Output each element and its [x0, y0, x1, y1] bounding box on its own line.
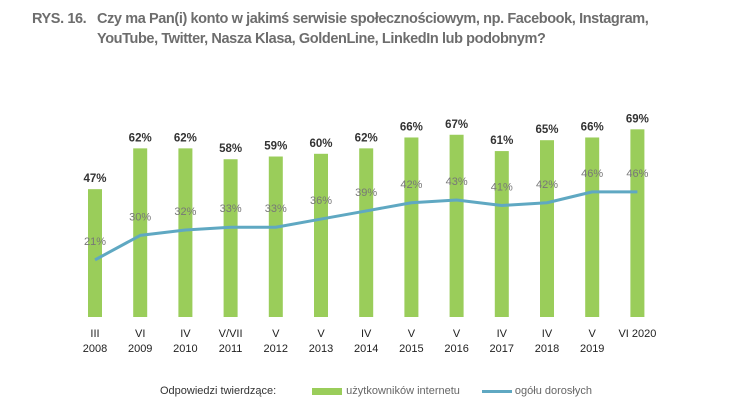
bar-value-label: 47% [83, 173, 106, 185]
x-tick-label: 2014 [354, 343, 378, 355]
x-tick-label: V [272, 328, 280, 340]
x-tick-label: 2018 [535, 343, 559, 355]
legend-title: Odpowiedzi twierdzące: [160, 385, 277, 397]
x-tick-label: 2013 [309, 343, 333, 355]
bar [449, 134, 464, 317]
x-tick-label: 2017 [490, 343, 514, 355]
line-value-label: 46% [626, 168, 648, 180]
legend-line-label: ogółu dorosłych [514, 385, 592, 397]
x-tick-label: IV [542, 328, 553, 340]
line-value-label: 32% [174, 206, 196, 218]
bar-value-label: 67% [445, 119, 468, 131]
bar [540, 140, 554, 317]
x-tick-label: V/VII [219, 328, 243, 340]
bar-value-label: 62% [129, 132, 152, 144]
legend-bar-swatch [312, 387, 343, 395]
bar-value-label: 59% [264, 141, 287, 153]
line-value-label: 39% [355, 187, 377, 199]
bar [88, 189, 102, 317]
bar-value-label: 58% [219, 143, 242, 155]
bar-value-label: 66% [581, 121, 604, 133]
bar [223, 159, 238, 317]
line-value-label: 30% [129, 211, 151, 223]
chart-title: RYS. 16. Czy ma Pan(i) konto w jakimś se… [32, 9, 672, 49]
legend-bar-label: użytkowników internetu [346, 385, 460, 397]
x-tick-label: 2015 [399, 343, 423, 355]
bar-value-label: 69% [626, 113, 649, 125]
bar-value-label: 62% [174, 132, 197, 144]
bar [133, 148, 148, 317]
line-value-label: 41% [491, 181, 513, 193]
x-tick-label: 2009 [128, 343, 152, 355]
bar-value-label: 60% [309, 138, 332, 150]
line-value-label: 36% [310, 195, 332, 207]
x-tick-label: 2011 [219, 343, 243, 355]
x-tick-label: 2010 [173, 343, 197, 355]
x-tick-label: 2012 [264, 343, 288, 355]
figure-title: Czy ma Pan(i) konto w jakimś serwisie sp… [97, 11, 649, 47]
x-tick-label: 2016 [444, 343, 468, 355]
x-tick-label: VI [135, 328, 145, 340]
x-tick-label: 2008 [83, 343, 107, 355]
legend: Odpowiedzi twierdzące: użytkowników inte… [160, 385, 592, 397]
x-tick-label: V [453, 328, 461, 340]
bar [314, 153, 328, 317]
line-value-label: 21% [84, 236, 106, 248]
line-value-label: 42% [536, 179, 558, 191]
x-tick-label: IV [497, 328, 508, 340]
x-tick-label: VI 2020 [618, 328, 656, 340]
bar [494, 151, 509, 317]
x-tick-label: V [317, 328, 325, 340]
bar [268, 156, 283, 317]
x-tick-label: V [408, 328, 416, 340]
bar [178, 148, 193, 317]
bar [404, 137, 419, 317]
x-tick-label: 2019 [580, 343, 604, 355]
line-value-label: 42% [400, 179, 422, 191]
bar-value-label: 62% [355, 132, 378, 144]
bar [359, 148, 374, 317]
line-series [94, 190, 638, 262]
legend-line-swatch [481, 389, 512, 393]
bar-value-label: 66% [400, 121, 423, 133]
bar-value-label: 65% [535, 124, 558, 136]
line-value-label: 33% [220, 203, 242, 215]
line-value-label: 43% [446, 176, 468, 188]
x-tick-label: IV [361, 328, 372, 340]
bar-value-label: 61% [490, 135, 513, 147]
line-value-label: 46% [581, 168, 603, 180]
x-tick-label: III [90, 328, 99, 340]
figure-number: RYS. 16. [32, 11, 87, 27]
line-value-label: 33% [265, 203, 287, 215]
bar [585, 137, 600, 317]
bar [630, 129, 645, 317]
x-tick-label: V [589, 328, 597, 340]
x-tick-label: IV [180, 328, 191, 340]
